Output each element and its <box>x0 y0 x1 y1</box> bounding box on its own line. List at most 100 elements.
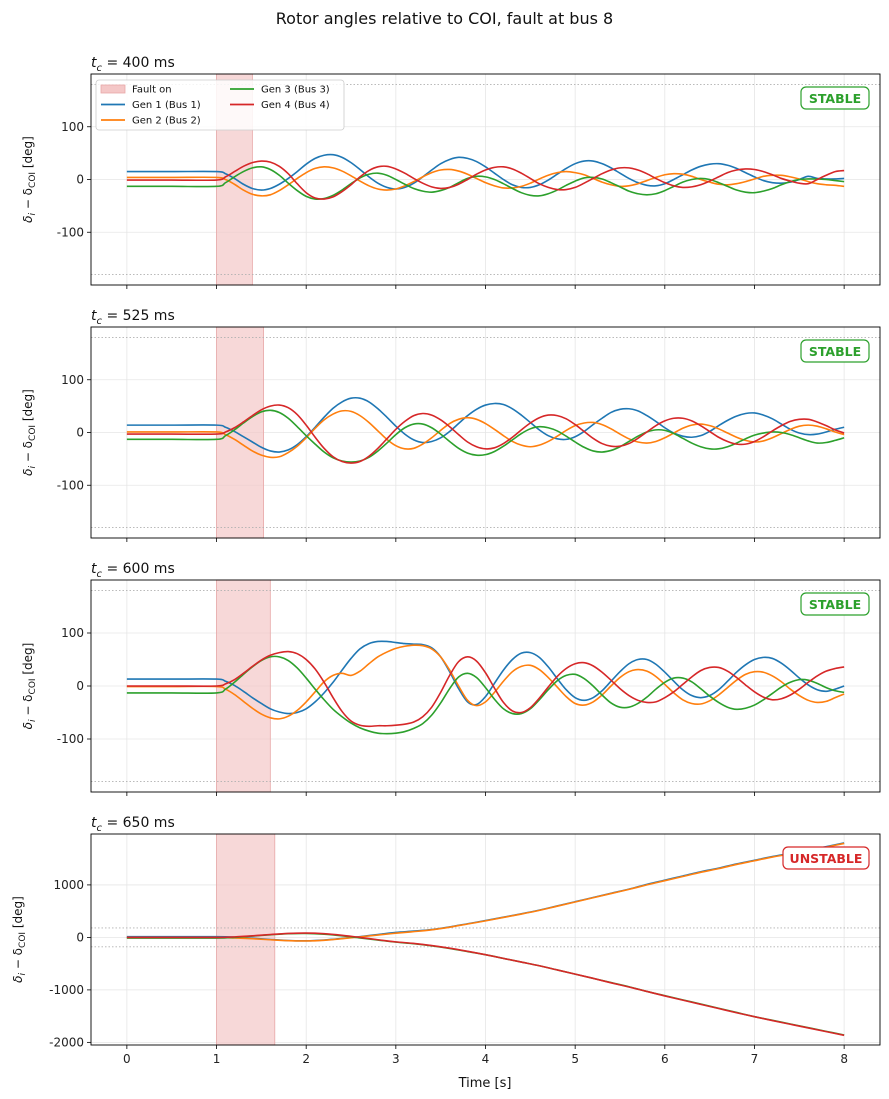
x-tick-label: 7 <box>751 1052 759 1066</box>
y-label-unit: [deg] <box>21 389 35 425</box>
status-badge <box>800 339 870 363</box>
x-tick-label: 5 <box>571 1052 579 1066</box>
y-label-symbol: δ <box>21 216 35 223</box>
series-line-gen1 <box>126 640 845 715</box>
x-tick-label: 8 <box>840 1052 848 1066</box>
status-badge-label: STABLE <box>809 91 861 106</box>
x-tick-label: 1 <box>213 1052 221 1066</box>
title-symbol: t <box>91 55 97 71</box>
y-axis-label: δi − δCOI [deg] <box>21 389 38 476</box>
y-label-minus: − δ <box>21 694 35 719</box>
y-axis-label: δi − δCOI [deg] <box>11 896 28 983</box>
panel-4: 0 1 2 3 4 5 6 7 8 -2000 -1000 0 1000 δi − δCOI [deg] t… <box>11 815 881 1066</box>
legend-box <box>95 79 345 131</box>
y-axis-label: δi − δCOI [deg] <box>21 643 38 730</box>
y-tick-label: 100 <box>61 120 84 134</box>
title-sub: c <box>97 823 103 834</box>
panel-1: -100 0 100 δi − δCOI [deg] tc = 400 ms STABLE… <box>21 55 881 289</box>
y-label-sub: i <box>28 466 38 469</box>
series-line-gen2 <box>126 842 845 942</box>
series-group <box>126 153 845 200</box>
status-badge <box>782 846 870 870</box>
series-line-gen3 <box>126 409 845 463</box>
title-value: = 650 ms <box>102 815 175 831</box>
y-label-sub: COI <box>18 932 28 948</box>
y-label-minus: − δ <box>21 441 35 466</box>
x-tick-label: 0 <box>123 1052 131 1066</box>
y-axis-label: δi − δCOI [deg] <box>21 136 38 223</box>
series-line-gen3 <box>126 655 845 735</box>
y-tick-label: -100 <box>57 732 84 746</box>
series-group <box>126 396 845 464</box>
series-line-gen4 <box>126 932 845 1037</box>
y-tick-label: 1000 <box>53 878 84 892</box>
y-label-sub: i <box>18 973 28 976</box>
series-group <box>126 640 845 735</box>
status-badge <box>800 592 870 616</box>
legend-entry-gen1: Gen 1 (Bus 1) <box>132 100 201 111</box>
title-sub: c <box>97 316 103 327</box>
y-tick-label: -1000 <box>49 983 84 997</box>
title-symbol: t <box>91 561 97 577</box>
y-tick-label: 100 <box>61 626 84 640</box>
y-tick-label: -100 <box>57 225 84 239</box>
panel-title: tc = 400 ms <box>91 55 175 74</box>
y-label-sub: i <box>28 213 38 216</box>
title-sub: c <box>97 63 103 74</box>
panel-title: tc = 600 ms <box>91 561 175 580</box>
series-line-gen4 <box>126 650 845 728</box>
series-line-gen2 <box>126 409 845 459</box>
title-value: = 600 ms <box>102 561 175 577</box>
y-label-unit: [deg] <box>21 136 35 172</box>
figure-title: Rotor angles relative to COI, fault at b… <box>276 9 613 28</box>
y-label-sub: i <box>28 719 38 722</box>
title-symbol: t <box>91 308 97 324</box>
legend: Fault on Gen 1 (Bus 1) Gen 2 (Bus 2) Gen 3 … <box>95 79 345 131</box>
y-label-sub: COI <box>28 172 38 188</box>
panel-3: -100 0 100 δi − δCOI [deg] tc = 600 ms STABLE <box>21 561 881 796</box>
y-label-symbol: δ <box>21 469 35 476</box>
status-badge-label: STABLE <box>809 344 861 359</box>
series-group <box>126 842 845 1037</box>
y-label-sub: COI <box>28 425 38 441</box>
legend-entry-gen3: Gen 3 (Bus 3) <box>261 85 330 96</box>
y-label-minus: − δ <box>11 948 25 973</box>
legend-entry-gen2: Gen 2 (Bus 2) <box>132 116 201 127</box>
series-line-gen4 <box>126 160 845 200</box>
y-label-unit: [deg] <box>11 896 25 932</box>
title-symbol: t <box>91 815 97 831</box>
status-badge-label: UNSTABLE <box>790 851 863 866</box>
title-value: = 525 ms <box>102 308 175 324</box>
series-line-gen2 <box>126 644 845 720</box>
panel-2: -100 0 100 δi − δCOI [deg] tc = 525 ms STABLE <box>21 308 881 542</box>
fault-window-band <box>216 579 271 793</box>
y-tick-label: 0 <box>76 930 84 944</box>
y-tick-label: 0 <box>76 679 84 693</box>
y-label-minus: − δ <box>21 188 35 213</box>
y-label-sub: COI <box>28 678 38 694</box>
x-tick-label: 3 <box>392 1052 400 1066</box>
x-tick-label: 6 <box>661 1052 669 1066</box>
y-tick-label: 0 <box>76 426 84 440</box>
legend-entry-gen4: Gen 4 (Bus 4) <box>261 100 330 111</box>
status-badge-label: STABLE <box>809 597 861 612</box>
y-tick-label: 100 <box>61 373 84 387</box>
status-badge <box>800 86 870 110</box>
y-tick-label: -2000 <box>49 1035 84 1049</box>
series-line-gen1 <box>126 153 845 191</box>
x-tick-label: 2 <box>302 1052 310 1066</box>
title-value: = 400 ms <box>102 55 175 71</box>
x-tick-label: 4 <box>482 1052 490 1066</box>
y-label-symbol: δ <box>11 976 25 983</box>
y-label-symbol: δ <box>21 722 35 729</box>
series-line-gen2 <box>126 166 845 197</box>
legend-entry-fault: Fault on <box>132 85 172 96</box>
panel-title: tc = 525 ms <box>91 308 175 327</box>
series-line-gen4 <box>126 404 845 464</box>
panel-title: tc = 650 ms <box>91 815 175 834</box>
y-tick-label: 0 <box>76 173 84 187</box>
legend-swatch-fault <box>100 84 126 94</box>
